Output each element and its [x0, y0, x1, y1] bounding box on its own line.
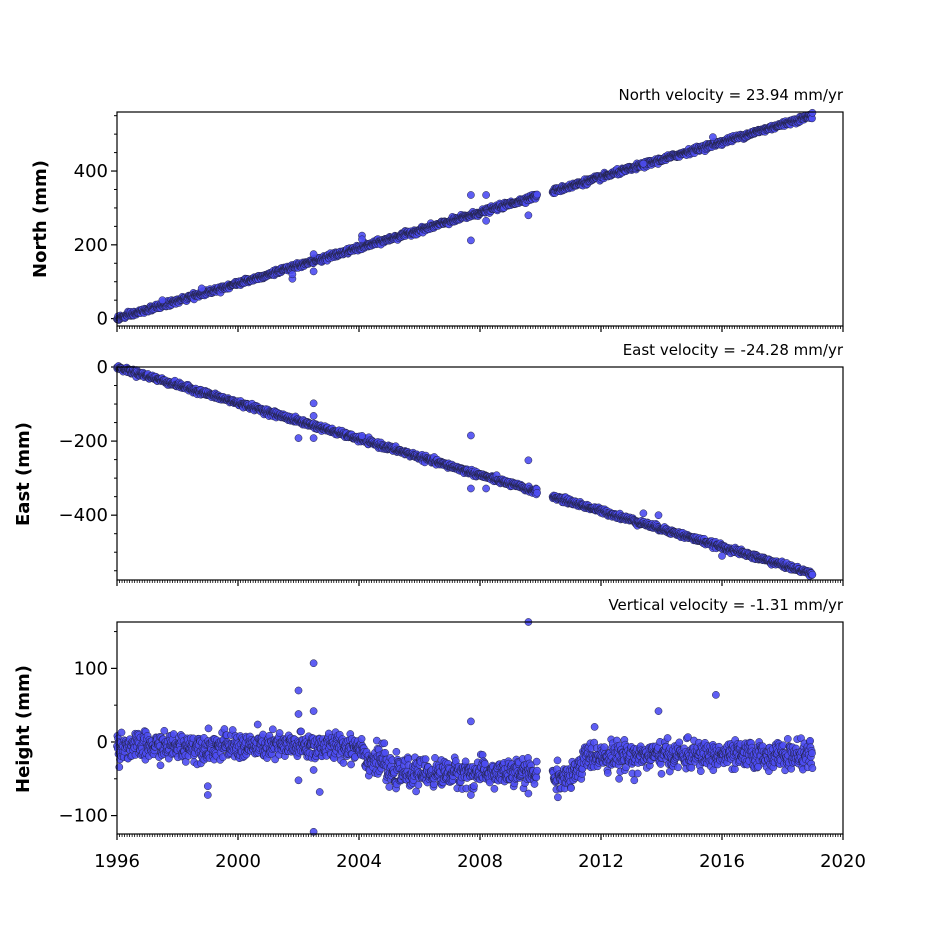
height-data-point	[160, 726, 169, 735]
height-y-tick-label: −100	[59, 806, 108, 827]
height-data-point	[253, 720, 262, 729]
x-tick-label: 2004	[336, 851, 382, 872]
east-data-point	[309, 399, 318, 408]
x-tick-label: 2008	[457, 851, 503, 872]
north-data-point	[467, 236, 475, 245]
east-y-tick-label: −400	[59, 505, 108, 526]
north-data-point	[309, 267, 318, 276]
north-y-tick-label: 200	[74, 235, 108, 256]
east-data-point	[309, 412, 318, 420]
north-y-tick-labels: 0 200 400	[74, 161, 108, 330]
height-data-point	[156, 761, 165, 770]
east-title: East velocity = -24.28 mm/yr	[623, 341, 844, 359]
height-y-label: Height (mm)	[13, 665, 34, 793]
east-data-point	[808, 570, 817, 579]
north-y-label: North (mm)	[30, 160, 51, 278]
north-data-point	[482, 191, 490, 199]
north-data-point	[808, 108, 817, 117]
north-data-point	[158, 296, 167, 305]
north-data-point	[482, 216, 490, 225]
east-data-point	[467, 484, 475, 493]
north-data-point	[639, 159, 648, 168]
height-data-point	[204, 724, 213, 733]
east-y-label: East (mm)	[13, 422, 34, 526]
north-data-point	[358, 235, 366, 244]
north-data-point	[467, 191, 475, 199]
height-title: Vertical velocity = -1.31 mm/yr	[608, 596, 843, 614]
north-data-point	[533, 190, 541, 199]
north-panel: North velocity = 23.94 mm/yr North (mm) …	[30, 86, 844, 332]
x-tick-label: 2020	[820, 851, 866, 872]
north-y-tick-label: 400	[74, 161, 108, 182]
east-data-point	[358, 432, 366, 440]
east-data-point	[309, 434, 318, 442]
north-title: North velocity = 23.94 mm/yr	[619, 86, 844, 104]
north-data-point	[524, 211, 533, 220]
east-data-point	[482, 484, 490, 493]
x-tick-label: 2000	[215, 851, 261, 872]
east-y-tick-label: −200	[59, 431, 108, 452]
east-data-point	[524, 456, 533, 465]
east-data-point	[467, 431, 475, 440]
height-data-point	[268, 725, 277, 734]
east-data-point	[654, 511, 663, 520]
east-y-tick-label: 0	[97, 357, 108, 378]
height-data-point	[117, 728, 126, 737]
x-tick-label: 2016	[699, 851, 745, 872]
height-data-point	[275, 729, 284, 737]
east-data-point	[718, 552, 726, 560]
north-data-point	[197, 284, 206, 293]
height-y-tick-label: 0	[97, 732, 108, 753]
height-y-tick-label: 100	[74, 658, 108, 679]
x-tick-label: 2012	[578, 851, 624, 872]
north-data-point	[288, 270, 297, 279]
east-data-point	[533, 488, 541, 497]
x-tick-label: 1996	[94, 851, 140, 872]
east-data-point	[294, 434, 303, 442]
north-y-tick-label: 0	[97, 309, 108, 330]
north-data-point	[709, 133, 717, 141]
east-data-point	[639, 509, 648, 518]
north-data-point	[309, 250, 318, 258]
north-data-points	[113, 108, 817, 324]
